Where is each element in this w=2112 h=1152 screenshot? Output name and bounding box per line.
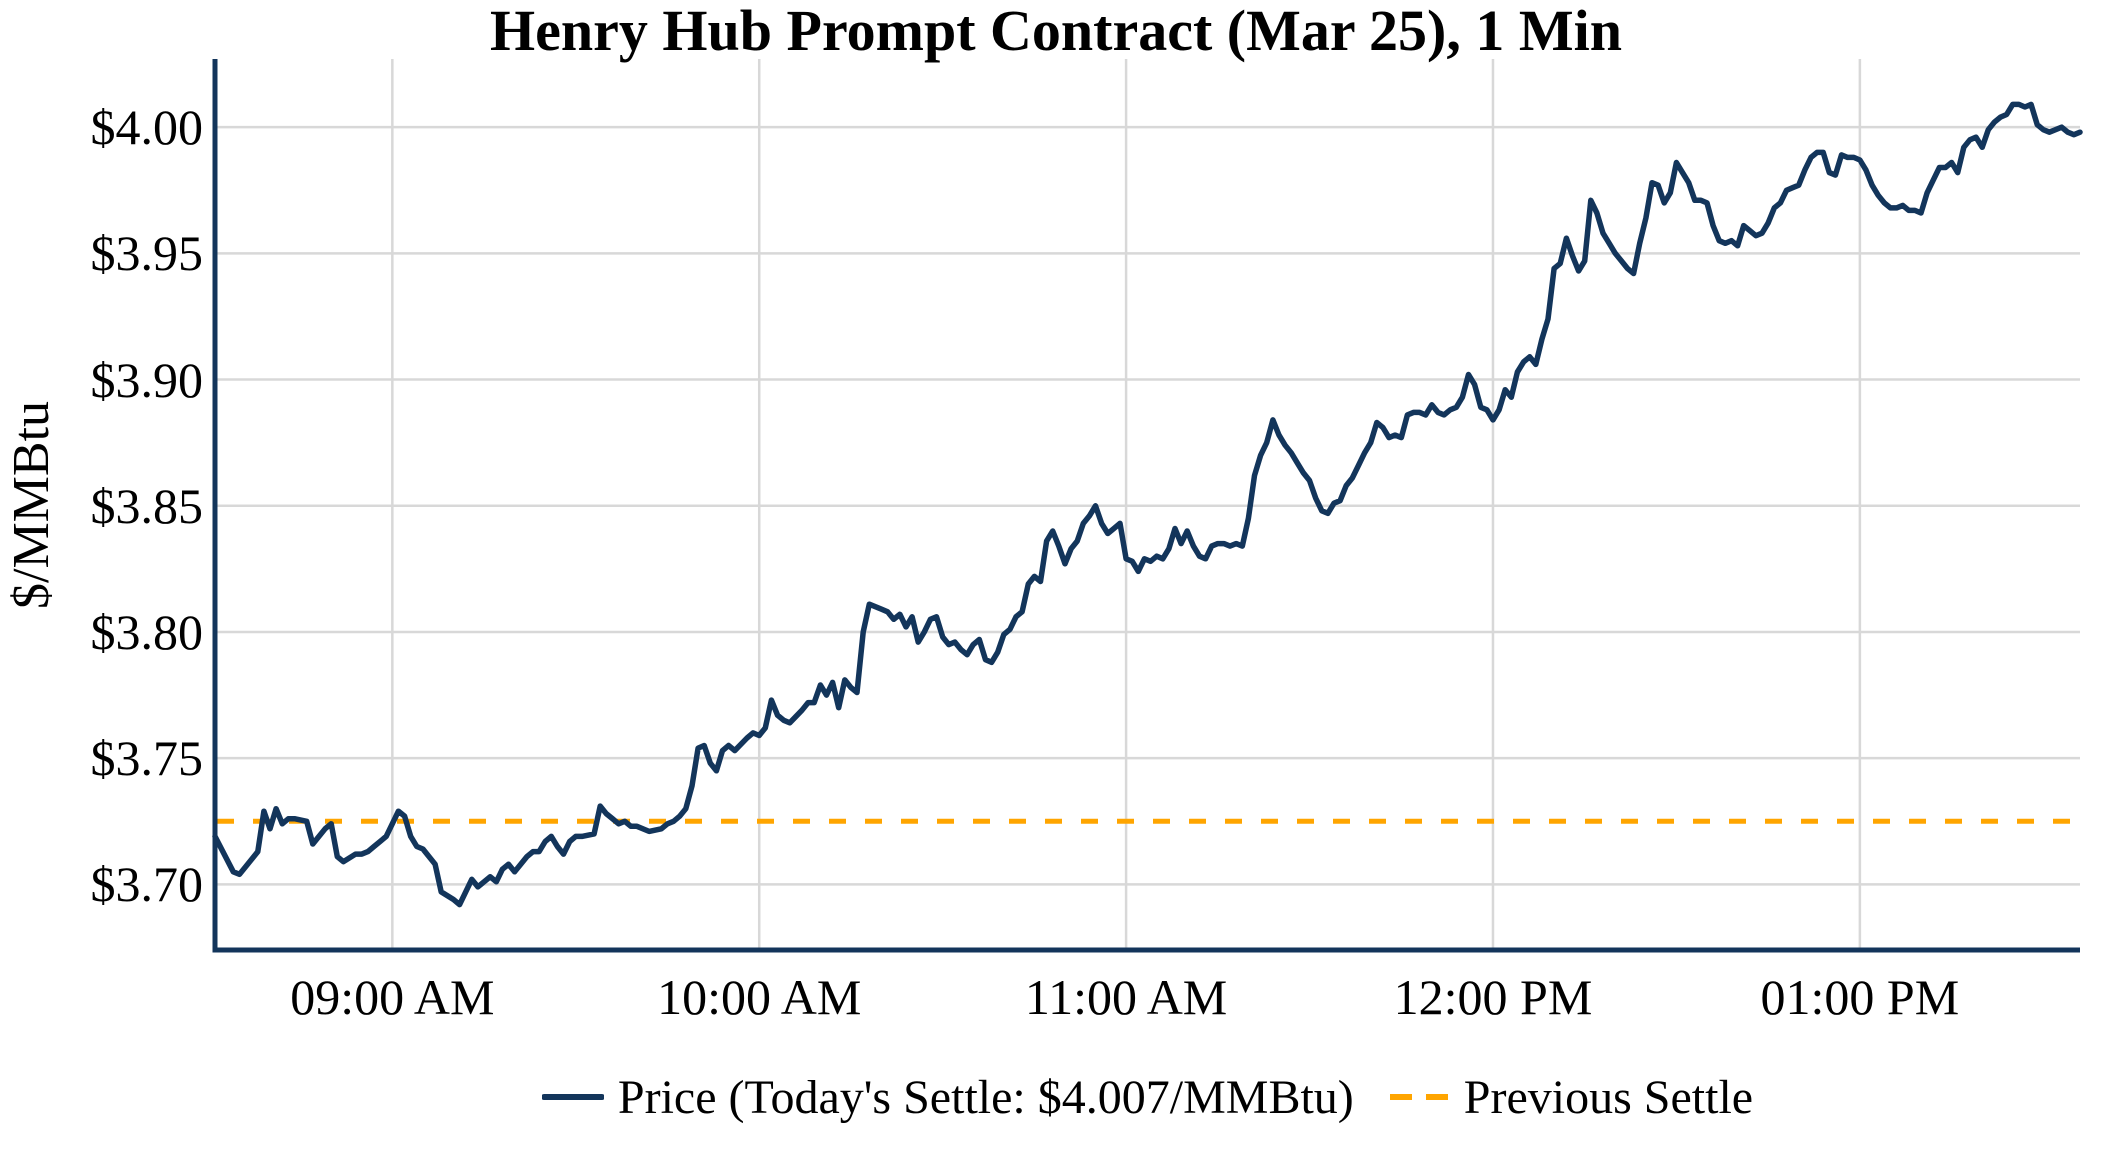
x-tick-label: 01:00 PM — [1760, 969, 1960, 1025]
chart-title: Henry Hub Prompt Contract (Mar 25), 1 Mi… — [490, 0, 1622, 63]
legend-price-label: Price (Today's Settle: $4.007/MMBtu) — [617, 1070, 1354, 1124]
y-tick-label: $3.80 — [90, 603, 204, 660]
price-line-swatch — [541, 1094, 604, 1100]
price-line — [212, 101, 2083, 908]
y-tick-label: $3.95 — [90, 225, 204, 282]
y-tick-label: $3.70 — [90, 856, 204, 913]
legend-previous-settle-label: Previous Settle — [1463, 1070, 1754, 1124]
y-tick-label: $4.00 — [90, 99, 204, 156]
x-tick-label: 11:00 AM — [1024, 969, 1228, 1025]
y-tick-label: $3.75 — [90, 730, 204, 787]
previous-settle-swatch — [1389, 1094, 1450, 1100]
x-tick-label: 09:00 AM — [290, 969, 495, 1025]
y-tick-label: $3.85 — [90, 477, 204, 534]
legend: Price (Today's Settle: $4.007/MMBtu) Pre… — [215, 1062, 2080, 1132]
x-tick-label: 10:00 AM — [657, 969, 862, 1025]
x-tick-label: 12:00 PM — [1393, 969, 1593, 1025]
y-tick-label: $3.90 — [90, 351, 204, 408]
